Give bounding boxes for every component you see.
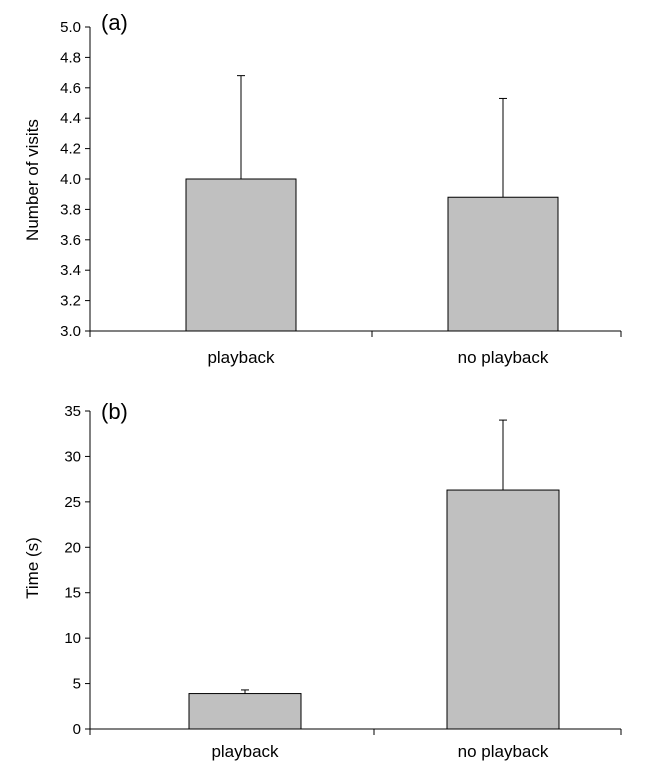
panel-a-y-tick-label: 3.8 <box>60 201 81 218</box>
panel-a-y-tick-label: 3.6 <box>60 232 81 249</box>
panel-b-y-tick-label: 25 <box>64 494 81 511</box>
panel-a-bar-playback <box>185 178 297 332</box>
panel-b-y-tick-label: 20 <box>64 539 81 556</box>
panel-a-category-label: playback <box>207 348 275 367</box>
panel-a-y-tick-label: 4.2 <box>60 141 81 158</box>
panel-a-y-tick-label: 4.8 <box>60 49 81 66</box>
panel-a-y-tick-label: 4.4 <box>60 110 81 127</box>
panel-a-y-tick-label: 5.0 <box>60 19 81 36</box>
panel-b-y-tick-label: 30 <box>64 448 81 465</box>
panel-a-category-label: no playback <box>458 348 549 367</box>
panel-b-category-label: playback <box>211 742 279 761</box>
panel-a-y-tick-label: 3.0 <box>60 323 81 340</box>
panel-b-y-tick-label: 15 <box>64 585 81 602</box>
panel-a-bar-no-playback <box>447 196 559 332</box>
panel-b-bar-no-playback <box>446 489 560 730</box>
panel-b-y-tick-label: 5 <box>73 676 81 693</box>
panel-a-chart: (a) Number of visits 3.0 3.2 3.4 3.6 3.8 4.0 4… <box>23 10 622 367</box>
panel-b-bar-playback <box>188 693 302 730</box>
panel-a-y-tick-label: 3.4 <box>60 262 81 279</box>
panel-b-y-tick-label: 35 <box>64 403 81 420</box>
panel-a-y-axis-label: Number of visits <box>23 119 42 241</box>
panel-b-y-tick-label: 0 <box>73 721 81 738</box>
panel-b-label: (b) <box>101 399 128 424</box>
panel-a-y-tick-label: 4.0 <box>60 171 81 188</box>
panel-a-label: (a) <box>101 10 128 35</box>
panel-b-chart: (b) Time (s) 0 5 10 15 20 25 30 35 playback no pl… <box>23 399 622 761</box>
panel-b-y-axis-label: Time (s) <box>23 537 42 599</box>
panel-b-category-label: no playback <box>458 742 549 761</box>
panel-b-y-tick-label: 10 <box>64 630 81 647</box>
panel-a-y-tick-label: 3.2 <box>60 293 81 310</box>
panel-a-y-tick-label: 4.6 <box>60 80 81 97</box>
